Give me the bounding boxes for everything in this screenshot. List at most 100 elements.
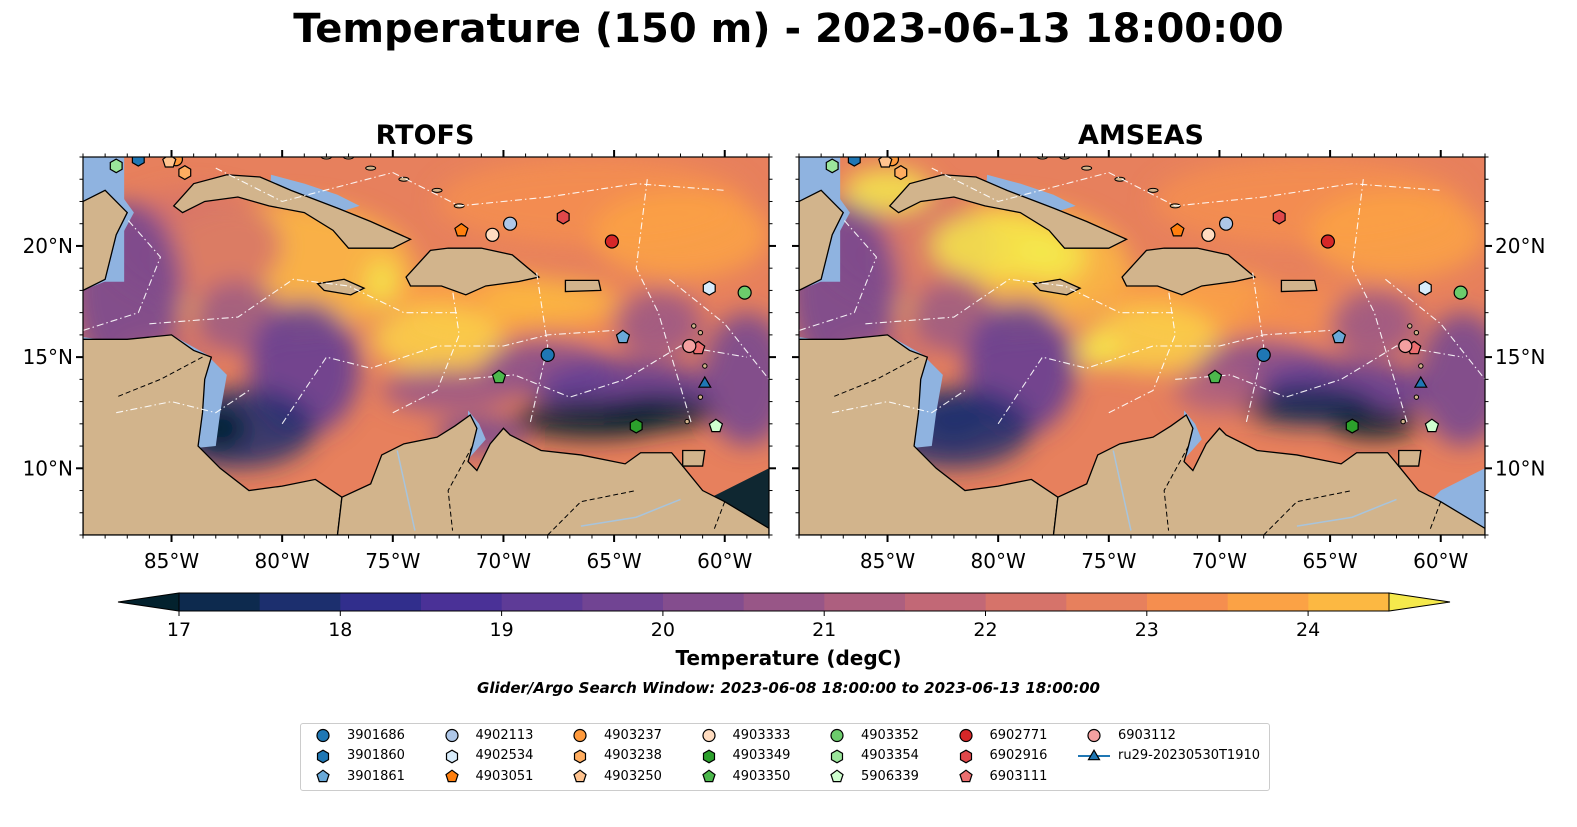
colorbar-segment [663,593,745,611]
legend-marker [444,769,459,783]
legend-label: 3901861 [347,768,405,784]
hexagon-marker-icon [959,749,972,763]
map-marker-4903051 [454,222,469,237]
map-panel-rtofs: 85°W 80°W 75°W 70°W 65°W 60°W 20°N 15°N 10°N [23,150,776,573]
legend-marker [701,769,716,783]
legend-marker [702,749,715,763]
legend-marker [959,749,972,763]
map-panel-amseas: 85°W 80°W 75°W 70°W 65°W 60°W 20°N 15°N 10°N [792,150,1545,573]
colorbar-tick-label: 20 [651,619,675,641]
legend-item: 4903354 [819,746,919,766]
legend-label: 6902771 [989,727,1048,743]
map-marker-4903354 [109,158,123,174]
map-marker-6902916 [1272,209,1286,225]
map-marker-6903112 [1398,338,1413,354]
legend-marker [316,728,330,743]
legend-label: 4903354 [861,748,919,763]
legend-label: 4903349 [732,748,791,763]
legend-item: 4903349 [691,746,791,766]
colorbar-segment [824,593,906,611]
map-marker-5906339 [708,418,724,433]
lat-tick-label: 20°N [23,234,73,258]
platform-legend: 3901686 3901860 3901861 4902113 4902534 49030… [300,723,1270,791]
colorbar-tick-label: 17 [167,619,191,641]
map-marker-4902113 [1218,216,1234,231]
circle-marker-icon [1087,728,1101,743]
legend-label: 6902916 [989,748,1048,763]
legend-item: 4903250 [562,766,662,786]
legend-marker [701,728,716,743]
map-marker-6902771 [604,234,619,249]
pentagon-marker-icon [573,769,587,783]
legend-label: 3901686 [347,727,405,743]
legend-item: 6902771 [948,725,1048,745]
pentagon-marker-icon [830,769,844,783]
map-marker-ru29-20230530T1910 [1413,375,1428,388]
map-marker-4903350 [1207,369,1223,384]
circle-marker-icon [958,728,973,743]
legend-item: 3901860 [305,746,405,766]
legend-label: ru29-20230530T1910 [1118,748,1261,763]
colorbar-tick-label: 18 [328,619,352,641]
legend-label: 4902113 [475,727,534,743]
legend-label: 4903051 [475,768,534,784]
colorbar-tick-label: 19 [490,619,514,641]
lon-tick-label: 75°W [1081,549,1136,573]
map-marker-4903350 [491,369,507,384]
lon-tick-label: 65°W [586,549,641,573]
circle-marker-icon [701,728,716,743]
colorbar-tick-label: 24 [1296,619,1320,641]
triangle-marker-icon [1078,748,1110,760]
panel-title-amseas: AMSEAS [1078,120,1204,151]
lat-tick-label: 15°N [1495,345,1545,369]
map-marker-4903349 [1345,418,1359,434]
circle-marker-icon [444,728,459,743]
colorbar-segment [743,593,825,611]
legend-label: 6903112 [1118,727,1176,743]
circle-marker-icon [830,728,844,743]
legend-item: 3901686 [305,725,405,745]
colorbar-segment [1308,593,1390,611]
legend-label: 3901860 [347,748,405,763]
legend-item: 3901861 [305,766,405,786]
colorbar-segment [340,593,422,611]
map-marker-4903354 [825,158,839,174]
lat-tick-label: 20°N [1495,234,1545,258]
pentagon-marker-icon [444,769,459,783]
map-marker-3901860 [847,157,861,167]
map-marker-6902916 [556,209,570,225]
colorbar-extend-max [1388,592,1451,612]
legend-label: 4903237 [604,727,662,743]
legend-item: 5906339 [819,766,919,786]
hexagon-marker-icon [445,749,458,763]
colorbar-segment [582,593,664,611]
legend-label: 4903352 [861,727,919,743]
circle-marker-icon [316,728,330,743]
colorbar-segment [259,593,341,611]
legend-item: 4903238 [562,746,662,766]
legend-label: 4903250 [604,768,662,784]
lat-tick-label: 10°N [1495,456,1545,480]
legend-item: 4903333 [691,725,790,745]
hexagon-marker-icon [702,749,715,763]
legend-marker [1087,728,1101,743]
colorbar-segment [1227,593,1309,611]
colorbar: 17 18 19 20 21 22 23 24 [117,592,1451,641]
legend-marker [573,749,587,763]
map-marker-ru29-20230530T1910 [697,375,712,388]
map-marker-4903333 [1201,227,1216,242]
colorbar-segment [1147,593,1229,611]
lon-tick-label: 75°W [365,549,420,573]
legend-item: 6903112 [1076,725,1176,745]
legend-label: 6903111 [989,768,1048,784]
legend-marker [830,728,844,743]
colorbar-tick-label: 22 [973,619,997,641]
legend-item: 4902113 [434,725,534,745]
colorbar-segment [905,593,987,611]
map-marker-4903352 [1453,285,1468,300]
map-marker-4903333 [485,227,500,242]
map-marker-4903349 [629,418,643,434]
search-window-caption: Glider/Argo Search Window: 2023-06-08 18… [477,679,1100,697]
map-marker-4902113 [502,216,518,231]
